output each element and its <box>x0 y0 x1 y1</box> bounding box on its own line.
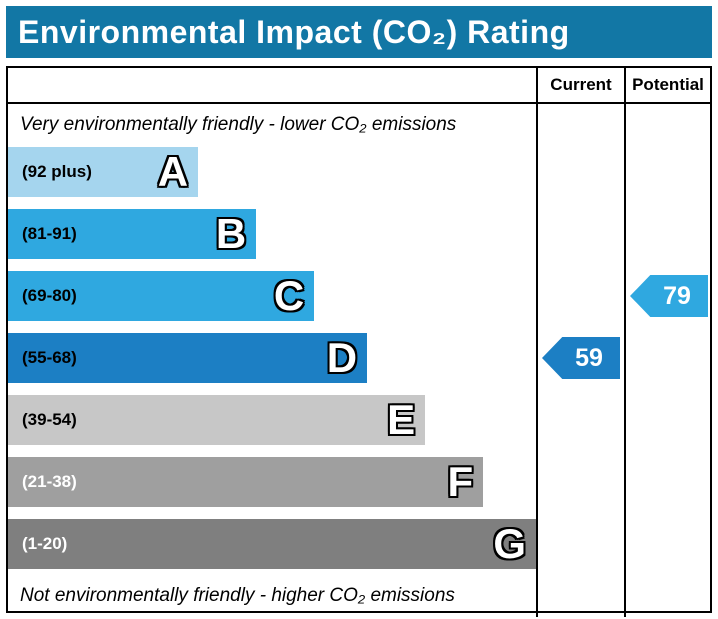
chart-body: Very environmentally friendly - lower CO… <box>8 104 710 617</box>
band-bar-d: (55-68) D <box>8 333 368 383</box>
band-letter: C <box>273 272 305 319</box>
band-row-g: (1-20) G <box>8 519 536 569</box>
band-letter: E <box>387 396 416 443</box>
title-bar: Environmental Impact (CO₂) Rating <box>6 6 712 58</box>
band-letter: F <box>447 458 474 505</box>
band-bar-f: (21-38) F <box>8 457 484 507</box>
band-bar-b: (81-91) B <box>8 209 257 259</box>
band-row-c: (69-80) C <box>8 271 536 321</box>
band-row-a: (92 plus) A <box>8 147 536 197</box>
band-bar-a: (92 plus) A <box>8 147 199 197</box>
current-column-header: Current <box>536 68 624 102</box>
current-rating-value: 59 <box>575 343 603 372</box>
current-rating-arrow: 59 <box>542 337 620 379</box>
page-title: Environmental Impact (CO₂) Rating <box>18 13 570 50</box>
band-letter: A <box>157 148 189 195</box>
potential-rating-arrow: 79 <box>630 275 708 317</box>
top-note: Very environmentally friendly - lower CO… <box>20 114 457 135</box>
band-range: (21-38) <box>22 472 77 491</box>
band-row-f: (21-38) F <box>8 457 536 507</box>
band-range: (55-68) <box>22 348 77 367</box>
band-letter: B <box>215 210 247 257</box>
environmental-impact-rating-chart: Current Potential Very environmentally f… <box>6 66 712 617</box>
band-range: (92 plus) <box>22 162 92 181</box>
current-column: 59 <box>536 104 624 617</box>
band-bar-c: (69-80) C <box>8 271 315 321</box>
band-row-d: (55-68) D <box>8 333 536 383</box>
band-row-e: (39-54) E <box>8 395 536 445</box>
potential-column-header: Potential <box>624 68 710 102</box>
band-range: (1-20) <box>22 534 68 553</box>
band-letter: G <box>493 520 526 567</box>
band-row-b: (81-91) B <box>8 209 536 259</box>
header-spacer <box>8 68 536 102</box>
band-bar-e: (39-54) E <box>8 395 426 445</box>
potential-column: 79 <box>624 104 710 617</box>
bottom-note: Not environmentally friendly - higher CO… <box>20 585 455 606</box>
rating-bands-column: Very environmentally friendly - lower CO… <box>8 104 536 617</box>
potential-rating-value: 79 <box>663 281 691 310</box>
chart-header-row: Current Potential <box>8 68 710 104</box>
band-range: (39-54) <box>22 410 77 429</box>
band-range: (81-91) <box>22 224 77 243</box>
band-bar-g: (1-20) G <box>8 519 536 569</box>
band-letter: D <box>326 334 358 381</box>
band-range: (69-80) <box>22 286 77 305</box>
